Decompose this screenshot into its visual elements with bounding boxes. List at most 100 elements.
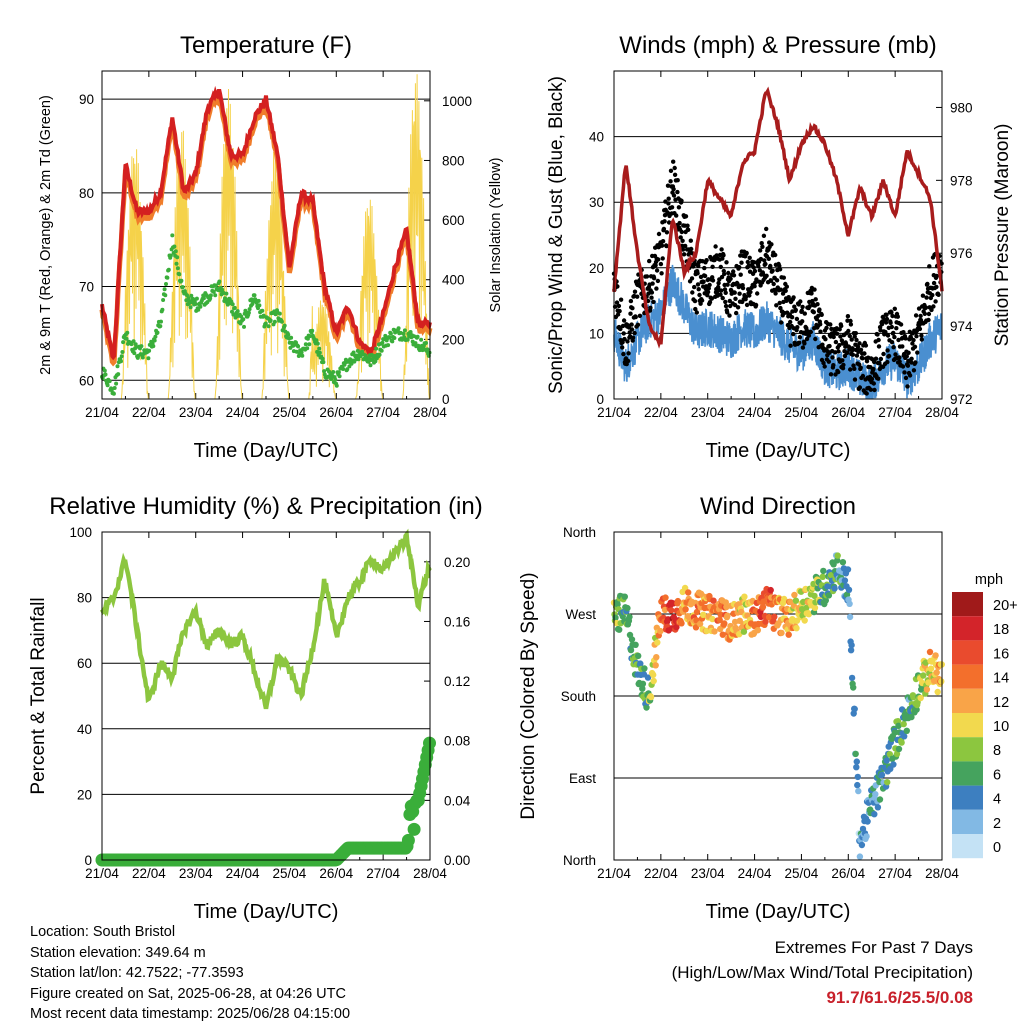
gust-point [800,345,806,350]
direction-point [736,631,743,638]
direction-point [864,818,871,825]
dewpoint-point [305,346,310,351]
gust-point [695,271,700,276]
x-tick-label: 27/04 [878,405,912,420]
dewpoint-point [139,344,144,349]
gust-point [625,339,630,344]
y-tick-label: South [561,689,596,704]
gust-point [839,323,844,329]
dewpoint-point [299,350,304,355]
gust-point [733,296,738,301]
gust-point [836,369,841,375]
gust-point [690,290,695,295]
y-tick-label-right: 0.08 [444,734,470,749]
dewpoint-point [172,244,177,249]
gust-series [611,159,944,396]
dewpoint-point [175,255,180,260]
gust-point [659,243,665,248]
gust-point [911,337,916,343]
dewpoint-point [186,296,191,301]
direction-point [639,685,646,692]
dewpoint-point [333,377,338,382]
dewpoint-point [336,370,341,375]
gust-point [864,391,869,396]
direction-point [643,704,650,711]
y-tick-label-right: 974 [950,319,973,334]
plot-frame [613,70,943,400]
gust-point [675,178,680,183]
gust-point [745,259,750,265]
gust-point [633,314,638,320]
direction-point [923,686,931,693]
dewpoint-point [314,338,319,343]
direction-point [820,567,827,575]
direction-point [853,758,860,765]
y-tick-label: 40 [589,130,604,145]
direction-point [822,597,829,604]
direction-point [696,620,704,628]
direction-point [895,722,902,729]
direction-point [852,750,859,758]
direction-title: Wind Direction [700,493,856,520]
extremes-values: 91.7/61.6/25.5/0.08 [826,988,973,1007]
x-tick-label: 22/04 [644,405,678,420]
y-tick-label: 60 [77,656,92,671]
gust-point [747,293,752,298]
y-tick-label: 70 [79,280,94,295]
direction-point [878,771,886,779]
legend-swatch [952,592,983,617]
dewpoint-point [105,383,110,388]
x-tick-label: 27/04 [366,866,400,881]
x-tick-label: 26/04 [831,866,865,881]
direction-point [801,617,808,624]
direction-point [716,616,723,624]
gust-point [758,248,763,253]
direction-point [883,757,890,764]
gust-point [766,256,771,261]
gust-point [910,341,915,346]
direction-point [848,641,855,649]
direction-ylabel: Direction (Colored By Speed) [518,572,539,819]
gust-point [650,281,655,286]
dewpoint-point [408,330,413,334]
gust-point [884,312,889,317]
x-tick-label: 25/04 [273,405,307,420]
x-tick-label: 25/04 [785,405,819,420]
dewpoint-point [242,324,246,329]
dewpoint-point [189,293,194,298]
legend-label: 6 [993,767,1001,783]
gust-point [727,298,732,304]
gust-point [662,219,667,224]
direction-point [641,665,648,672]
gust-point [885,333,891,338]
gust-point [702,265,707,271]
dewpoint-point [272,319,277,324]
dewpoint-point [132,351,137,356]
gust-point [660,239,666,244]
y-tick-label: 0 [84,853,92,868]
dewpoint-point [196,307,201,312]
gust-point [719,274,725,280]
x-tick-label: 23/04 [691,405,725,420]
gust-point [812,287,817,292]
gust-point [900,364,906,369]
winds-panel: Winds (mph) & Pressure (mb) 21/04 22/04 23/… [546,32,1013,462]
gust-point [789,315,795,320]
y-tick-label: 60 [79,373,94,388]
gust-point [728,276,733,281]
gust-point [876,344,882,349]
dewpoint-point [194,296,199,301]
dewpoint-point [188,305,193,310]
dewpoint-point [115,364,120,369]
gust-point [848,318,853,324]
gust-point [868,387,873,392]
gust-point [721,253,726,258]
winds-xlabel: Time (Day/UTC) [706,440,851,462]
extremes-subtitle: (High/Low/Max Wind/Total Precipitation) [671,963,973,982]
gust-point [903,336,908,341]
dewpoint-point [162,287,167,292]
legend-swatch [952,688,983,713]
direction-point [848,674,856,682]
direction-point [846,600,853,607]
direction-point [754,627,761,634]
